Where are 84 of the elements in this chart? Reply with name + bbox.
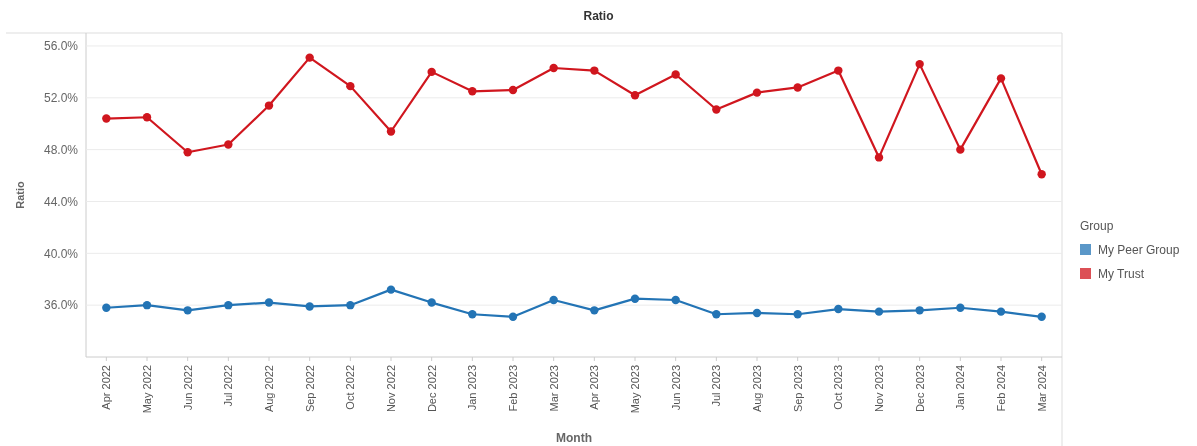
- point: [386, 285, 396, 294]
- y-tick-label: 52.0%: [43, 91, 79, 105]
- point: [1037, 312, 1046, 322]
- point: [183, 306, 192, 315]
- x-tick-label: Jul 2023: [710, 365, 723, 407]
- legend-label: My Trust: [1098, 267, 1145, 281]
- x-tick-label: May 2023: [629, 365, 641, 414]
- point: [102, 303, 111, 312]
- x-tick-label: Mar 2023: [547, 365, 560, 412]
- point: [834, 304, 843, 314]
- legend-title: Group: [1080, 219, 1114, 233]
- y-tick-label: 36.0%: [43, 298, 79, 313]
- x-tick-label: Apr 2022: [100, 365, 113, 410]
- point: [1037, 170, 1046, 179]
- x-axis-title: Month: [556, 431, 592, 445]
- point: [264, 298, 274, 307]
- point: [671, 70, 680, 79]
- x-tick-label: May 2022: [141, 365, 153, 414]
- point: [264, 101, 274, 110]
- point: [346, 300, 355, 310]
- x-tick-label: Apr 2023: [588, 365, 601, 410]
- point: [915, 306, 924, 315]
- y-tick-label: 44.0%: [43, 194, 79, 209]
- point: [468, 87, 477, 96]
- point: [793, 83, 802, 92]
- point: [915, 59, 924, 69]
- x-tick-label: Mar 2024: [1035, 365, 1048, 412]
- point: [427, 298, 436, 307]
- point: [712, 105, 721, 114]
- point: [834, 66, 843, 75]
- point: [590, 306, 599, 315]
- point: [752, 88, 762, 97]
- point: [874, 307, 884, 316]
- point: [102, 114, 111, 123]
- x-tick-label: Sep 2022: [303, 365, 316, 413]
- point: [549, 63, 558, 73]
- point: [142, 113, 152, 122]
- x-tick-label: Oct 2023: [832, 365, 845, 410]
- point: [549, 295, 558, 305]
- point: [956, 303, 965, 312]
- point: [224, 140, 233, 149]
- x-tick-label: Jun 2022: [181, 365, 194, 411]
- point: [183, 148, 192, 157]
- point: [142, 300, 152, 310]
- y-tick-label: 40.0%: [43, 246, 79, 261]
- y-axis-title: Ratio: [14, 180, 26, 209]
- y-tick-label: 56.0%: [43, 39, 79, 54]
- point: [305, 302, 314, 311]
- y-tick-label: 48.0%: [43, 142, 79, 157]
- point: [508, 312, 518, 322]
- x-tick-label: Oct 2022: [344, 365, 357, 410]
- point: [956, 145, 965, 154]
- x-tick-label: Feb 2023: [507, 365, 519, 412]
- x-tick-label: Aug 2022: [263, 365, 275, 413]
- point: [996, 74, 1006, 83]
- legend-label: My Peer Group: [1098, 243, 1180, 257]
- point: [468, 310, 477, 319]
- point: [590, 66, 599, 75]
- x-tick-label: Feb 2024: [995, 365, 1007, 412]
- point: [386, 127, 396, 136]
- x-tick-label: Jun 2023: [669, 365, 682, 411]
- point: [752, 308, 762, 318]
- x-tick-label: Nov 2023: [873, 365, 885, 413]
- point: [671, 295, 680, 305]
- point: [996, 307, 1006, 316]
- point: [712, 310, 721, 319]
- x-tick-label: Sep 2023: [791, 365, 804, 413]
- x-tick-label: Dec 2023: [913, 365, 926, 413]
- x-tick-label: Jan 2023: [466, 365, 479, 411]
- x-tick-label: Jan 2024: [954, 365, 967, 411]
- point: [630, 294, 640, 303]
- point: [793, 310, 802, 319]
- point: [427, 67, 436, 77]
- point: [346, 81, 355, 91]
- point: [305, 53, 314, 62]
- chart-title: Ratio: [583, 9, 614, 23]
- x-tick-label: Aug 2023: [751, 365, 763, 413]
- point: [874, 153, 884, 162]
- x-tick-label: Jul 2022: [222, 365, 235, 407]
- point: [630, 91, 640, 100]
- point: [508, 85, 518, 95]
- point: [224, 300, 233, 310]
- x-tick-label: Dec 2022: [425, 365, 438, 413]
- x-tick-label: Nov 2022: [385, 365, 397, 413]
